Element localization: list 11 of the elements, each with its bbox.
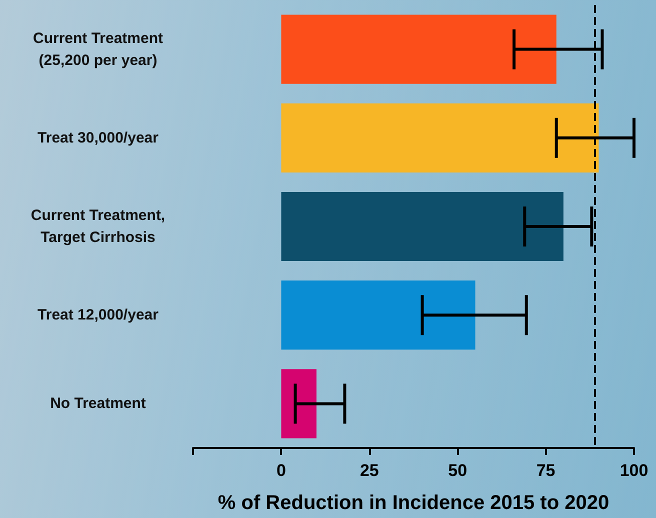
x-tick-label: 50 bbox=[448, 461, 468, 480]
x-tick-label: 75 bbox=[536, 461, 556, 480]
y-tick-label: Current Treatment (25,200 per year) bbox=[32, 30, 164, 69]
y-tick-label: No Treatment bbox=[50, 395, 146, 412]
x-tick-label: 25 bbox=[360, 461, 379, 480]
x-axis-title: % of Reduction in Incidence 2015 to 2020 bbox=[218, 492, 610, 514]
y-tick-label: Treat 12,000/year bbox=[38, 306, 159, 324]
x-tick-label: 100 bbox=[620, 461, 648, 480]
x-tick-label: 0 bbox=[276, 461, 286, 480]
y-tick-label: Treat 30,000/year bbox=[38, 129, 159, 146]
y-tick-label: Current Treatment, Target Cirrhosis bbox=[30, 207, 166, 246]
